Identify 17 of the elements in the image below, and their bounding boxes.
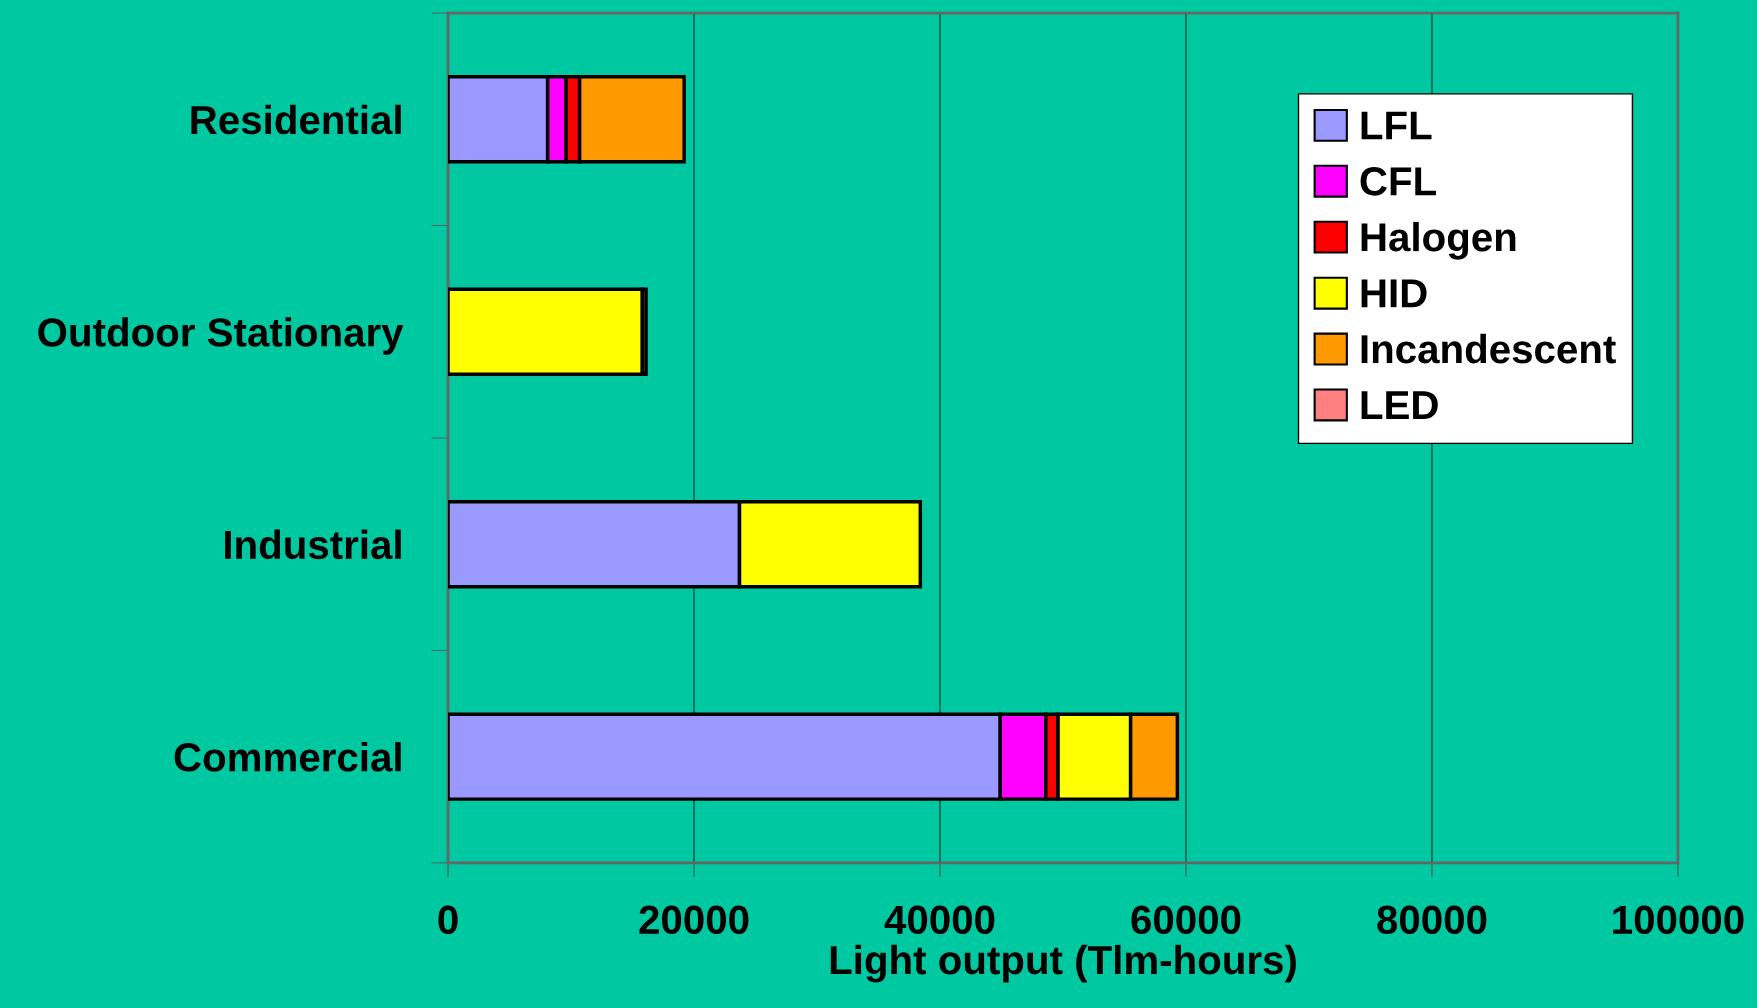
x-tick-label: 60000 [1131, 905, 1241, 935]
y-tick-label: Commercial [174, 742, 401, 772]
legend-label: LFL [1361, 111, 1432, 140]
x-tick-label: 100000 [1613, 905, 1744, 935]
y-tick-label: Residential [191, 104, 401, 135]
y-tick-label: Outdoor Stationary [38, 317, 404, 355]
x-tick-label: 40000 [884, 905, 995, 935]
x-axis-title: Light output (Tlm-hours) [830, 944, 1296, 983]
x-tick-label: 0 [438, 905, 458, 935]
legend-label: CFL [1360, 167, 1436, 196]
y-tick-label: Industrial [225, 529, 401, 560]
x-tick-label: 20000 [639, 905, 749, 935]
legend-label: LED [1361, 391, 1438, 419]
legend-label: HID [1361, 279, 1427, 308]
legend-label: Halogen [1361, 221, 1516, 260]
legend-label: Incandescent [1361, 333, 1616, 364]
x-tick-label: 80000 [1377, 905, 1487, 935]
